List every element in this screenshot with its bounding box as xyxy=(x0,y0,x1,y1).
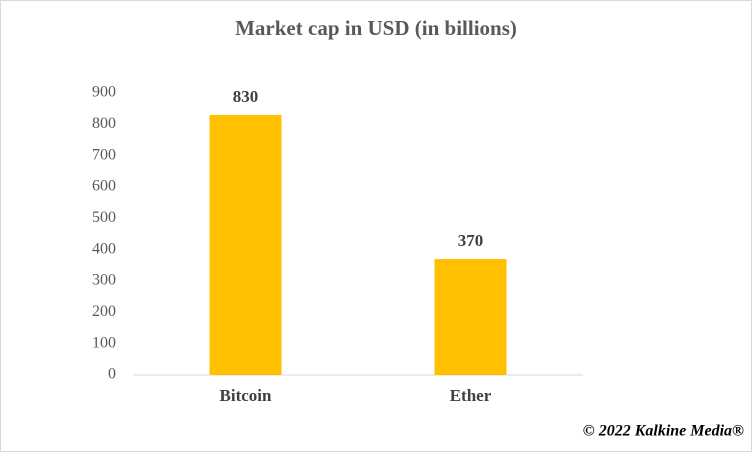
chart-title: Market cap in USD (in billions) xyxy=(235,16,517,40)
y-tick-label: 900 xyxy=(92,84,116,101)
y-tick-label: 100 xyxy=(92,334,116,351)
y-tick-label: 300 xyxy=(92,272,116,289)
y-tick-label: 800 xyxy=(92,115,116,132)
y-tick-label: 400 xyxy=(92,240,116,257)
y-tick-label: 500 xyxy=(92,209,116,226)
x-tick-label: Ether xyxy=(450,386,492,405)
bar xyxy=(434,259,507,375)
y-tick-label: 200 xyxy=(92,303,116,320)
y-tick-label: 600 xyxy=(92,178,116,195)
y-tick-label: 700 xyxy=(92,146,116,163)
y-tick-label: 0 xyxy=(108,366,116,383)
x-tick-label: Bitcoin xyxy=(220,386,272,405)
bar xyxy=(209,114,282,375)
value-label: 830 xyxy=(233,87,259,106)
copyright: © 2022 Kalkine Media® xyxy=(583,423,744,440)
value-label: 370 xyxy=(458,231,484,250)
